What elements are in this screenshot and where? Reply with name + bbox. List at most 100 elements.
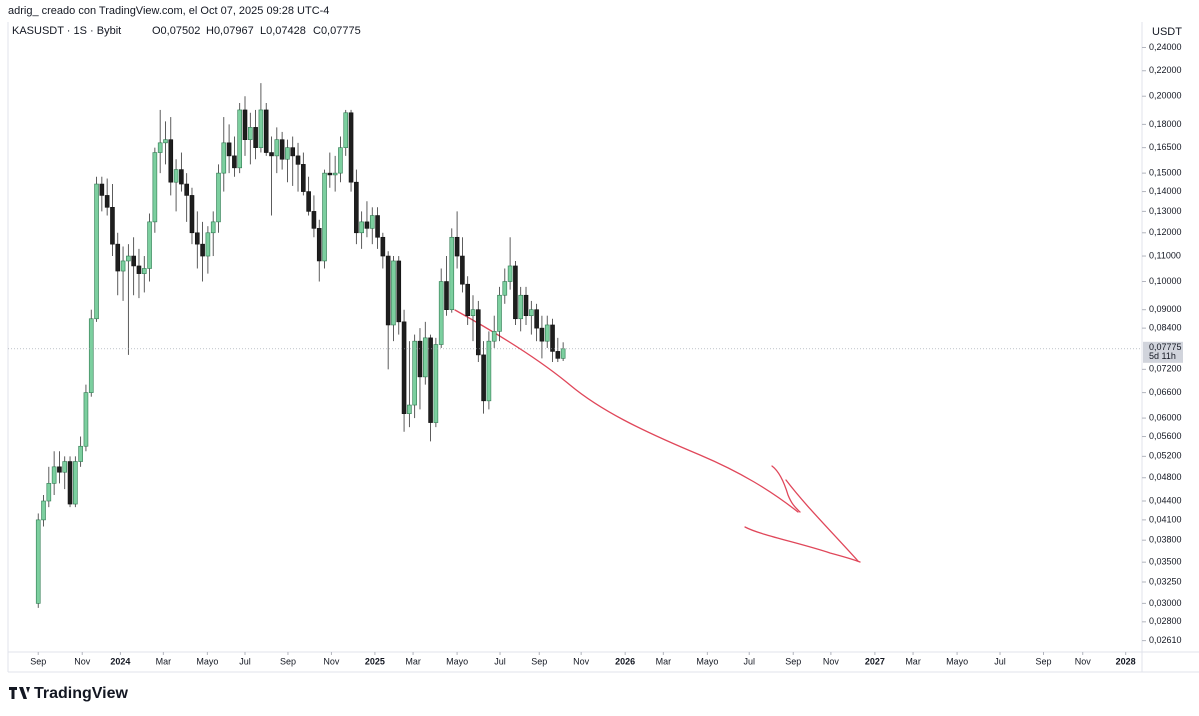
candle-body bbox=[407, 404, 412, 414]
brand: TradingView bbox=[9, 685, 129, 702]
candle-body bbox=[237, 109, 243, 169]
price-unit: USDT bbox=[1152, 26, 1182, 38]
candle-body bbox=[290, 147, 296, 157]
y-tick-label: 0,08400 bbox=[1149, 323, 1182, 333]
arrow-head-side bbox=[785, 479, 859, 562]
candle-body bbox=[348, 112, 354, 183]
candle-body bbox=[343, 112, 349, 148]
candle-body bbox=[529, 309, 534, 316]
y-tick-label: 0,04400 bbox=[1149, 495, 1182, 505]
x-tick-label: Nov bbox=[1075, 656, 1092, 666]
x-tick-label: Jul bbox=[494, 656, 506, 666]
candle-body bbox=[115, 243, 121, 272]
candle-body bbox=[513, 265, 518, 320]
arrow-shaft bbox=[454, 309, 799, 513]
x-tick-label: Sep bbox=[785, 656, 801, 666]
candle-body bbox=[83, 392, 89, 447]
candle-body bbox=[555, 351, 561, 359]
candle-body bbox=[550, 324, 555, 352]
candle-body bbox=[120, 260, 126, 272]
candle-body bbox=[354, 181, 359, 234]
candle-body bbox=[438, 281, 444, 345]
candle-body bbox=[444, 281, 449, 310]
x-tick-label: Mayo bbox=[446, 656, 468, 666]
x-tick-label: Mar bbox=[656, 656, 672, 666]
candle-body bbox=[454, 236, 460, 257]
candle-body bbox=[391, 260, 396, 326]
candle-body bbox=[126, 255, 131, 262]
y-tick-label: 0,09000 bbox=[1149, 304, 1182, 314]
candle-body bbox=[94, 183, 99, 320]
x-tick-label: 2028 bbox=[1116, 656, 1136, 666]
candle-body bbox=[433, 344, 439, 423]
y-tick-label: 0,06600 bbox=[1149, 387, 1182, 397]
candle-body bbox=[311, 211, 317, 229]
candle-body bbox=[173, 169, 179, 183]
candle-body bbox=[141, 268, 147, 274]
candle-body bbox=[200, 243, 205, 257]
y-tick-label: 0,18000 bbox=[1149, 119, 1182, 129]
candle-body bbox=[523, 294, 529, 316]
candle-body bbox=[460, 255, 465, 285]
candle-body bbox=[465, 283, 470, 316]
candle-body bbox=[364, 221, 370, 229]
candle-body bbox=[194, 232, 200, 245]
candle-body bbox=[285, 147, 290, 160]
y-tick-label: 0,03500 bbox=[1149, 557, 1182, 567]
y-tick-label: 0,15000 bbox=[1149, 168, 1182, 178]
last-price-tag bbox=[1143, 341, 1183, 363]
y-tick-label: 0,16500 bbox=[1149, 142, 1182, 152]
x-tick-label: Mayo bbox=[696, 656, 718, 666]
candle-body bbox=[253, 127, 258, 148]
candle-body bbox=[216, 172, 221, 223]
candle-body bbox=[73, 461, 78, 505]
candle-body bbox=[375, 215, 380, 238]
candle-body bbox=[51, 466, 57, 484]
candle-body bbox=[35, 519, 41, 604]
ohlc-close: C0,07775 bbox=[313, 25, 361, 37]
y-tick-label: 0,07200 bbox=[1149, 364, 1182, 374]
candle-body bbox=[269, 152, 274, 157]
x-tick-label: Jul bbox=[994, 656, 1006, 666]
candle-body bbox=[428, 337, 433, 423]
candle-body bbox=[67, 461, 73, 505]
candle-body bbox=[242, 109, 248, 140]
candle-body bbox=[359, 221, 364, 234]
candle-body bbox=[422, 337, 428, 378]
candle-body bbox=[258, 109, 264, 148]
candle-body bbox=[385, 255, 391, 326]
y-tick-label: 0,13000 bbox=[1149, 206, 1182, 216]
candle-body bbox=[380, 236, 386, 257]
x-tick-label: Sep bbox=[280, 656, 296, 666]
candle-body bbox=[475, 309, 481, 356]
candle-body bbox=[78, 445, 83, 462]
candle-body bbox=[263, 109, 269, 153]
candle-body bbox=[221, 142, 227, 174]
y-tick-label: 0,02610 bbox=[1149, 635, 1182, 645]
candle-body bbox=[168, 139, 174, 183]
candle-body bbox=[157, 142, 163, 153]
candle-body bbox=[152, 152, 158, 223]
candle-body bbox=[470, 309, 476, 316]
x-tick-label: Mayo bbox=[946, 656, 968, 666]
brand-logo bbox=[9, 687, 30, 699]
y-tick-label: 0,22000 bbox=[1149, 65, 1182, 75]
x-tick-label: Mayo bbox=[196, 656, 218, 666]
ohlc-open: O0,07502 bbox=[152, 25, 200, 37]
candle-body bbox=[163, 139, 168, 144]
y-tick-label: 0,06000 bbox=[1149, 412, 1182, 422]
y-tick-label: 0,03000 bbox=[1149, 598, 1182, 608]
candle-body bbox=[497, 294, 502, 332]
candle-body bbox=[274, 139, 280, 157]
candle-body bbox=[481, 354, 486, 402]
x-tick-label: Nov bbox=[74, 656, 91, 666]
x-tick-label: 2027 bbox=[865, 656, 885, 666]
candle-body bbox=[322, 172, 327, 262]
arrow-head-bottom bbox=[744, 526, 861, 563]
y-tick-label: 0,03800 bbox=[1149, 535, 1182, 545]
candle-body bbox=[539, 327, 545, 342]
x-tick-label: Nov bbox=[823, 656, 840, 666]
candle-body bbox=[232, 155, 237, 169]
last-price-label: 0,07775 bbox=[1149, 342, 1182, 352]
y-tick-label: 0,04800 bbox=[1149, 472, 1182, 482]
